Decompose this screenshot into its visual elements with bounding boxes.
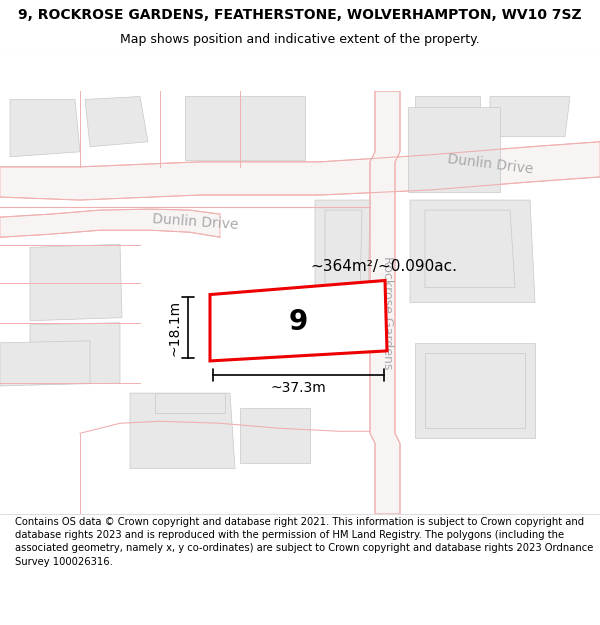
Polygon shape — [0, 341, 90, 386]
Text: ~37.3m: ~37.3m — [271, 381, 326, 395]
Polygon shape — [210, 281, 387, 361]
Polygon shape — [410, 200, 535, 302]
Polygon shape — [85, 96, 148, 147]
Text: Dunlin Drive: Dunlin Drive — [151, 212, 239, 232]
Text: Rockrose Gardens: Rockrose Gardens — [382, 256, 395, 369]
Polygon shape — [0, 142, 600, 200]
Text: ~18.1m: ~18.1m — [168, 299, 182, 356]
Text: Contains OS data © Crown copyright and database right 2021. This information is : Contains OS data © Crown copyright and d… — [15, 517, 593, 567]
Text: 9, ROCKROSE GARDENS, FEATHERSTONE, WOLVERHAMPTON, WV10 7SZ: 9, ROCKROSE GARDENS, FEATHERSTONE, WOLVE… — [18, 8, 582, 22]
Polygon shape — [240, 408, 310, 464]
Polygon shape — [30, 322, 120, 385]
Polygon shape — [325, 210, 362, 292]
Polygon shape — [0, 209, 220, 238]
Polygon shape — [425, 353, 525, 428]
Text: Dunlin Drive: Dunlin Drive — [446, 152, 533, 176]
Text: Map shows position and indicative extent of the property.: Map shows position and indicative extent… — [120, 34, 480, 46]
Text: ~364m²/~0.090ac.: ~364m²/~0.090ac. — [310, 259, 457, 274]
Polygon shape — [408, 106, 500, 192]
Text: 9: 9 — [289, 308, 308, 336]
Polygon shape — [315, 200, 370, 302]
Polygon shape — [425, 210, 515, 288]
Polygon shape — [30, 244, 122, 321]
Polygon shape — [155, 393, 225, 413]
Polygon shape — [415, 343, 535, 438]
Polygon shape — [370, 91, 400, 514]
Polygon shape — [185, 96, 305, 160]
Polygon shape — [490, 96, 570, 137]
Polygon shape — [415, 96, 480, 142]
Polygon shape — [10, 99, 80, 157]
Polygon shape — [130, 393, 235, 469]
